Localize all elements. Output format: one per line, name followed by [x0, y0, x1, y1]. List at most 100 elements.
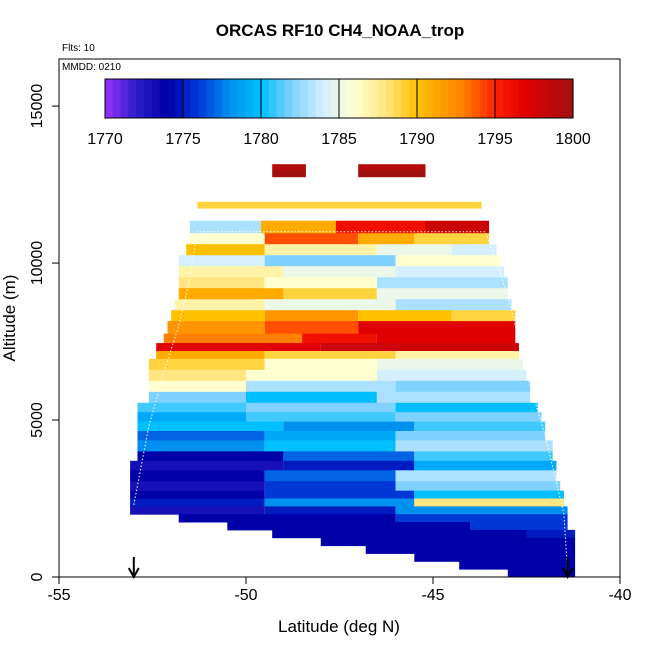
colorbar-swatch	[276, 79, 285, 118]
x-tick-label: -45	[421, 587, 444, 604]
colorbar-swatch	[167, 79, 176, 118]
heatmap-cell	[246, 380, 396, 393]
heatmap-cell	[395, 470, 557, 482]
heatmap-cell	[451, 310, 516, 322]
heatmap-cell	[137, 402, 246, 413]
colorbar-swatch	[136, 79, 145, 118]
colorbar-swatch	[190, 79, 200, 118]
heatmap-cell	[264, 321, 359, 335]
arrow-marker	[127, 557, 140, 580]
heatmap-cell	[148, 358, 265, 371]
heatmap-cell	[358, 310, 452, 322]
x-tick-label: -40	[608, 587, 631, 604]
heatmap-cell	[148, 380, 246, 393]
heatmap-cell	[376, 333, 516, 344]
x-axis-label: Latitude (deg N)	[278, 617, 400, 636]
colorbar-swatch	[565, 79, 574, 118]
colorbar-swatch	[362, 79, 371, 118]
flights-annotation: Flts: 10	[62, 43, 95, 54]
colorbar-swatch	[300, 79, 309, 118]
heatmap-cell	[395, 299, 512, 311]
heatmap-cell	[130, 506, 265, 515]
colorbar-swatch	[432, 79, 441, 118]
colorbar-swatch	[229, 79, 239, 118]
heatmap-cell	[395, 402, 538, 413]
colorbar-swatch	[183, 79, 192, 118]
heatmap-cell	[130, 470, 265, 482]
heatmap-cell	[264, 351, 396, 360]
heatmap-cell	[376, 391, 531, 404]
heatmap-cell	[283, 421, 415, 432]
heatmap-cell	[167, 321, 265, 335]
heatmap-cell	[227, 522, 471, 531]
colorbar-swatch	[440, 79, 449, 118]
heatmap-cell	[264, 506, 396, 515]
colorbar-swatch	[245, 79, 254, 118]
colorbar-swatch	[495, 79, 504, 118]
colorbar-swatch	[268, 79, 278, 118]
heatmap-cell	[283, 460, 415, 471]
heatmap-cell	[130, 460, 284, 471]
heatmap-cell	[246, 391, 377, 404]
colorbar-swatch	[159, 79, 168, 118]
heatmap-cell	[395, 506, 568, 515]
colorbar-tick-label: 1770	[87, 131, 123, 148]
colorbar-swatch	[448, 79, 457, 118]
colorbar-swatch	[214, 79, 223, 118]
heatmap-cell	[414, 498, 564, 507]
heatmap-cell	[395, 380, 531, 393]
colorbar-swatch	[526, 79, 535, 118]
colorbar-swatch	[128, 79, 137, 118]
colorbar-swatch	[120, 79, 129, 118]
colorbar-swatch	[105, 79, 114, 118]
colorbar-swatch	[471, 79, 480, 118]
heatmap-cell	[358, 233, 415, 245]
heatmap-cell	[414, 421, 546, 432]
heatmap-cell	[264, 490, 415, 499]
heatmap-cell	[264, 255, 396, 267]
heatmap-cell	[395, 514, 568, 523]
colorbar-swatch	[487, 79, 496, 118]
colorbar-swatch	[456, 79, 465, 118]
heatmap-cell	[376, 369, 527, 382]
colorbar-swatch	[385, 79, 395, 118]
colorbar-swatch	[424, 79, 434, 118]
heatmap-cell	[395, 266, 505, 278]
heatmap-cell	[283, 451, 415, 462]
chart-title: ORCAS RF10 CH4_NOAA_trop	[216, 21, 464, 40]
heatmap-cell	[414, 460, 557, 471]
heatmap-cell	[395, 431, 546, 441]
heatmap-cell	[526, 529, 576, 539]
heatmap-cell	[130, 490, 265, 499]
heatmap-cell	[178, 514, 396, 523]
heatmap-cell	[358, 170, 426, 178]
heatmap-cell	[264, 299, 396, 311]
heatmap-cell	[451, 244, 497, 256]
y-axis-label: Altitude (m)	[0, 275, 19, 362]
x-tick-label: -55	[47, 587, 70, 604]
colorbar-swatch	[175, 79, 184, 118]
colorbar-swatch	[346, 79, 356, 118]
heatmap-cell	[358, 164, 426, 171]
colorbar-swatch	[401, 79, 410, 118]
colorbar-tick-label: 1785	[321, 131, 357, 148]
colorbar-tick-label: 1800	[555, 131, 591, 148]
heatmap-cell	[302, 333, 377, 344]
colorbar-swatch	[144, 79, 153, 118]
heatmap-cell	[264, 277, 377, 289]
colorbar-swatch	[417, 79, 426, 118]
colorbar-swatch	[534, 79, 543, 118]
heatmap-cell	[395, 440, 553, 452]
heatmap-cell	[189, 220, 261, 234]
heatmap-cell	[376, 277, 508, 289]
heatmap-cell	[246, 402, 396, 413]
heatmap-cell	[148, 391, 246, 404]
colorbar-swatch	[409, 79, 418, 118]
heatmap-cell	[264, 440, 396, 452]
colorbar-swatch	[370, 79, 379, 118]
heatmap-cell	[189, 233, 265, 245]
heatmap-cell	[178, 288, 284, 300]
heatmap-cell	[264, 481, 396, 492]
heatmap-cell	[376, 244, 452, 256]
y-tick-label: 10000	[29, 241, 46, 286]
